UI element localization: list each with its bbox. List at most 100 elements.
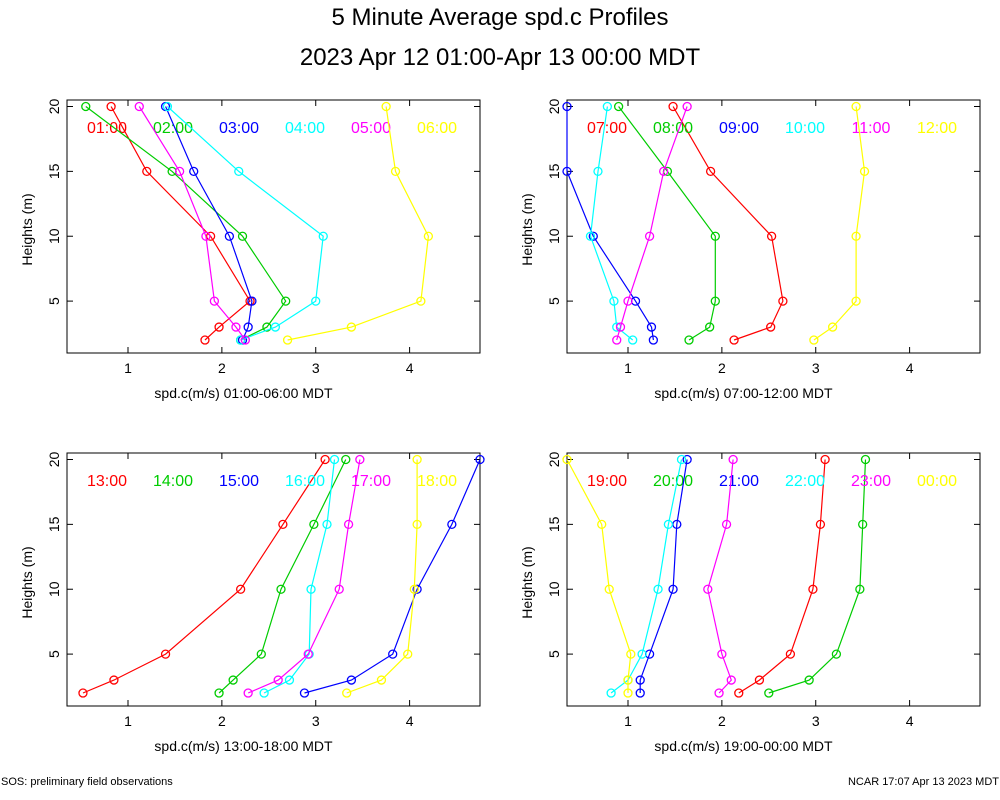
data-point bbox=[659, 166, 669, 177]
y-axis-label: Heights (m) bbox=[519, 193, 535, 265]
legend-entry: 13:00 bbox=[87, 473, 127, 490]
legend-entry: 12:00 bbox=[917, 120, 957, 137]
series-line-0900 bbox=[566, 106, 654, 341]
data-point bbox=[237, 231, 248, 241]
y-axis-label: Heights (m) bbox=[519, 546, 535, 618]
series-line-1300 bbox=[82, 459, 326, 694]
data-point bbox=[447, 519, 457, 530]
series-line-1700 bbox=[247, 459, 361, 694]
data-point bbox=[109, 675, 119, 685]
legend-entry: 14:00 bbox=[153, 473, 193, 490]
x-axis-label: spd.c(m/s) 13:00-18:00 MDT bbox=[154, 738, 333, 754]
data-point bbox=[831, 649, 842, 659]
data-point bbox=[228, 675, 238, 685]
y-axis-label: Heights (m) bbox=[19, 546, 35, 618]
y-tick-label: 10 bbox=[546, 581, 562, 597]
y-tick-label: 5 bbox=[46, 297, 62, 305]
data-point bbox=[416, 296, 426, 306]
legend-entry: 15:00 bbox=[219, 473, 259, 490]
plot-frame bbox=[566, 452, 981, 707]
data-point bbox=[174, 166, 185, 177]
x-tick-label: 1 bbox=[624, 360, 632, 376]
series-line-0000 bbox=[566, 459, 632, 693]
data-point bbox=[390, 166, 401, 177]
data-point bbox=[303, 649, 313, 659]
data-point bbox=[270, 322, 281, 332]
data-point bbox=[734, 688, 744, 698]
data-point bbox=[804, 675, 814, 685]
data-point bbox=[355, 454, 365, 465]
data-point bbox=[273, 675, 283, 685]
legend-entry: 05:00 bbox=[351, 120, 391, 137]
legend-entry: 23:00 bbox=[851, 473, 891, 490]
data-point bbox=[646, 322, 657, 332]
legend-entry: 00:00 bbox=[917, 473, 957, 490]
y-tick-label: 15 bbox=[46, 163, 62, 179]
x-tick-label: 2 bbox=[718, 360, 726, 376]
data-point bbox=[475, 454, 485, 465]
x-tick-label: 1 bbox=[624, 713, 632, 729]
x-tick-label: 3 bbox=[812, 360, 820, 376]
data-point bbox=[851, 296, 861, 306]
data-point bbox=[318, 231, 328, 241]
data-point bbox=[705, 322, 715, 332]
y-tick-label: 15 bbox=[46, 516, 62, 532]
data-point bbox=[604, 584, 614, 594]
data-point bbox=[859, 166, 870, 177]
legend-entry: 09:00 bbox=[719, 120, 759, 137]
data-point bbox=[200, 335, 210, 345]
legend-entry: 01:00 bbox=[87, 120, 127, 137]
y-tick-label: 5 bbox=[546, 297, 562, 305]
data-point bbox=[388, 649, 398, 659]
y-tick-label: 20 bbox=[546, 98, 562, 114]
data-point bbox=[162, 101, 173, 112]
legend-entry: 11:00 bbox=[852, 120, 891, 137]
legend-entry: 04:00 bbox=[285, 120, 325, 137]
x-tick-label: 2 bbox=[218, 713, 226, 729]
x-axis-label: spd.c(m/s) 01:00-06:00 MDT bbox=[154, 385, 333, 401]
data-point bbox=[134, 101, 144, 112]
data-point bbox=[306, 584, 316, 594]
series-line-2100 bbox=[639, 459, 688, 693]
data-point bbox=[346, 675, 357, 685]
x-axis-label: spd.c(m/s) 19:00-00:00 MDT bbox=[654, 738, 833, 754]
x-tick-label: 1 bbox=[124, 713, 132, 729]
data-point bbox=[710, 231, 720, 241]
x-tick-label: 3 bbox=[812, 713, 820, 729]
data-point bbox=[728, 454, 738, 465]
data-point bbox=[409, 584, 419, 594]
data-point bbox=[729, 335, 739, 345]
legend-entry: 07:00 bbox=[587, 120, 627, 137]
data-point bbox=[615, 322, 626, 332]
legend-entry: 02:00 bbox=[153, 120, 193, 137]
data-point bbox=[682, 101, 692, 112]
data-point bbox=[705, 166, 716, 177]
data-point bbox=[684, 335, 694, 345]
legend-entry: 06:00 bbox=[417, 120, 457, 137]
data-point bbox=[205, 231, 216, 241]
y-tick-label: 20 bbox=[46, 451, 62, 467]
data-point bbox=[346, 322, 357, 332]
data-point bbox=[726, 675, 736, 685]
data-point bbox=[243, 688, 253, 698]
series-line-1600 bbox=[263, 459, 336, 694]
data-point bbox=[585, 231, 596, 241]
series-line-2200 bbox=[610, 459, 683, 694]
x-tick-label: 2 bbox=[218, 360, 226, 376]
data-point bbox=[403, 649, 413, 659]
data-point bbox=[106, 101, 116, 112]
data-point bbox=[412, 584, 422, 594]
data-point bbox=[653, 584, 663, 594]
series-line-0600 bbox=[287, 106, 430, 341]
plot-frame bbox=[66, 99, 481, 354]
data-point bbox=[606, 688, 616, 698]
data-point bbox=[234, 166, 244, 177]
data-point bbox=[613, 101, 624, 112]
data-point bbox=[342, 688, 352, 698]
y-tick-label: 5 bbox=[546, 650, 562, 658]
data-point bbox=[766, 322, 776, 332]
data-point bbox=[329, 454, 340, 465]
data-point bbox=[343, 519, 354, 530]
y-tick-label: 15 bbox=[546, 163, 562, 179]
data-point bbox=[235, 584, 246, 594]
